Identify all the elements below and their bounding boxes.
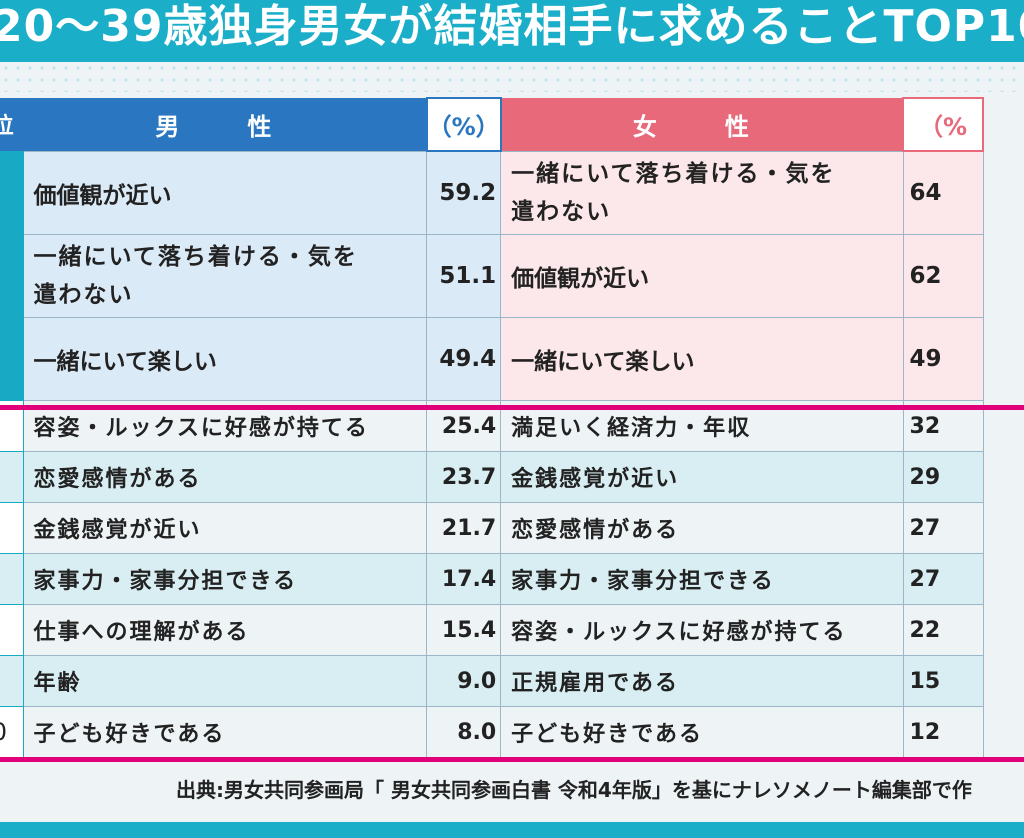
male-item: 金銭感覚が近い [22, 502, 428, 554]
female-percent: 29 [902, 451, 984, 503]
table-row: 6 金銭感覚が近い 21.7 恋愛感情がある 27 [0, 502, 984, 554]
female-percent: 64 [902, 150, 984, 235]
female-item: 恋愛感情がある [500, 502, 904, 554]
female-percent: 49 [902, 317, 984, 401]
male-percent-header: （%） [425, 97, 502, 152]
female-percent: 12 [902, 706, 984, 758]
female-percent: 22 [902, 604, 984, 656]
female-item: 一緒にいて落ち着ける・気を遣わない [500, 150, 904, 235]
female-percent: 27 [902, 502, 984, 554]
table-row: 5 恋愛感情がある 23.7 金銭感覚が近い 29 [0, 451, 984, 503]
female-percent: 15 [902, 655, 984, 707]
female-percent: 27 [902, 553, 984, 605]
male-percent: 9.0 [426, 655, 502, 707]
male-percent: 21.7 [426, 502, 502, 554]
rank-cell: 2 [0, 234, 24, 318]
female-header: 女 性 [500, 98, 904, 151]
source-credit: 出典:男女共同参画局「 男女共同参画白書 令和4年版」を基にナレソメノート編集部… [176, 778, 972, 802]
rank-cell: 8 [0, 604, 24, 656]
male-item: 子ども好きである [22, 706, 428, 758]
rank-header: 順位 [0, 98, 24, 151]
male-percent: 15.4 [426, 604, 502, 656]
table-row: 3 一緒にいて楽しい 49.4 一緒にいて楽しい 49 [0, 317, 984, 401]
male-item: 年齢 [22, 655, 428, 707]
footer-band [0, 822, 1024, 838]
female-percent: 62 [902, 234, 984, 318]
ranking-table: 順位 男 性 （%） 女 性 （% 1 価値観が近い 59.2 一緒にいて落ち着… [0, 97, 984, 758]
page-title: 20〜39歳独身男女が結婚相手に求めることTOP10 [0, 1, 1024, 52]
rank-cell: 5 [0, 451, 24, 503]
female-item-text: 一緒にいて落ち着ける・気を遣わない [511, 160, 836, 225]
dot-pattern [0, 62, 1024, 92]
title-banner: 20〜39歳独身男女が結婚相手に求めることTOP10 [0, 0, 1024, 62]
table-bottom-separator [0, 757, 1024, 762]
table-row: 8 仕事への理解がある 15.4 容姿・ルックスに好感が持てる 22 [0, 604, 984, 656]
male-item: 恋愛感情がある [22, 451, 428, 503]
male-item: 一緒にいて落ち着ける・気を遣わない [22, 234, 428, 318]
rank-cell: 10 [0, 706, 24, 758]
female-item: 一緒にいて楽しい [500, 317, 904, 401]
rank-cell: 6 [0, 502, 24, 554]
female-item: 金銭感覚が近い [500, 451, 904, 503]
male-percent: 8.0 [426, 706, 502, 758]
female-item: 容姿・ルックスに好感が持てる [500, 604, 904, 656]
rank-cell: 1 [0, 150, 24, 235]
male-percent: 17.4 [426, 553, 502, 605]
rank-cell: 9 [0, 655, 24, 707]
female-item: 正規雇用である [500, 655, 904, 707]
table-row: 2 一緒にいて落ち着ける・気を遣わない 51.1 価値観が近い 62 [0, 234, 984, 318]
female-item: 家事力・家事分担できる [500, 553, 904, 605]
female-percent-header: （% [902, 97, 984, 152]
male-item-text: 一緒にいて落ち着ける・気を遣わない [33, 244, 358, 308]
top3-separator [0, 405, 1024, 410]
table-row: 9 年齢 9.0 正規雇用である 15 [0, 655, 984, 707]
table-header-row: 順位 男 性 （%） 女 性 （% [0, 97, 984, 152]
male-item: 仕事への理解がある [22, 604, 428, 656]
table-row: 1 価値観が近い 59.2 一緒にいて落ち着ける・気を遣わない 64 [0, 150, 984, 235]
male-percent: 23.7 [426, 451, 502, 503]
male-percent: 49.4 [426, 317, 502, 401]
rank-cell: 3 [0, 317, 24, 401]
table-row: 7 家事力・家事分担できる 17.4 家事力・家事分担できる 27 [0, 553, 984, 605]
male-header: 男 性 [23, 98, 427, 151]
male-percent: 51.1 [426, 234, 502, 318]
male-item: 価値観が近い [22, 150, 428, 235]
male-item: 家事力・家事分担できる [22, 553, 428, 605]
rank-cell: 7 [0, 553, 24, 605]
female-item: 子ども好きである [500, 706, 904, 758]
table-row: 10 子ども好きである 8.0 子ども好きである 12 [0, 706, 984, 758]
male-item: 一緒にいて楽しい [22, 317, 428, 401]
male-percent: 59.2 [426, 150, 502, 235]
female-item: 価値観が近い [500, 234, 904, 318]
